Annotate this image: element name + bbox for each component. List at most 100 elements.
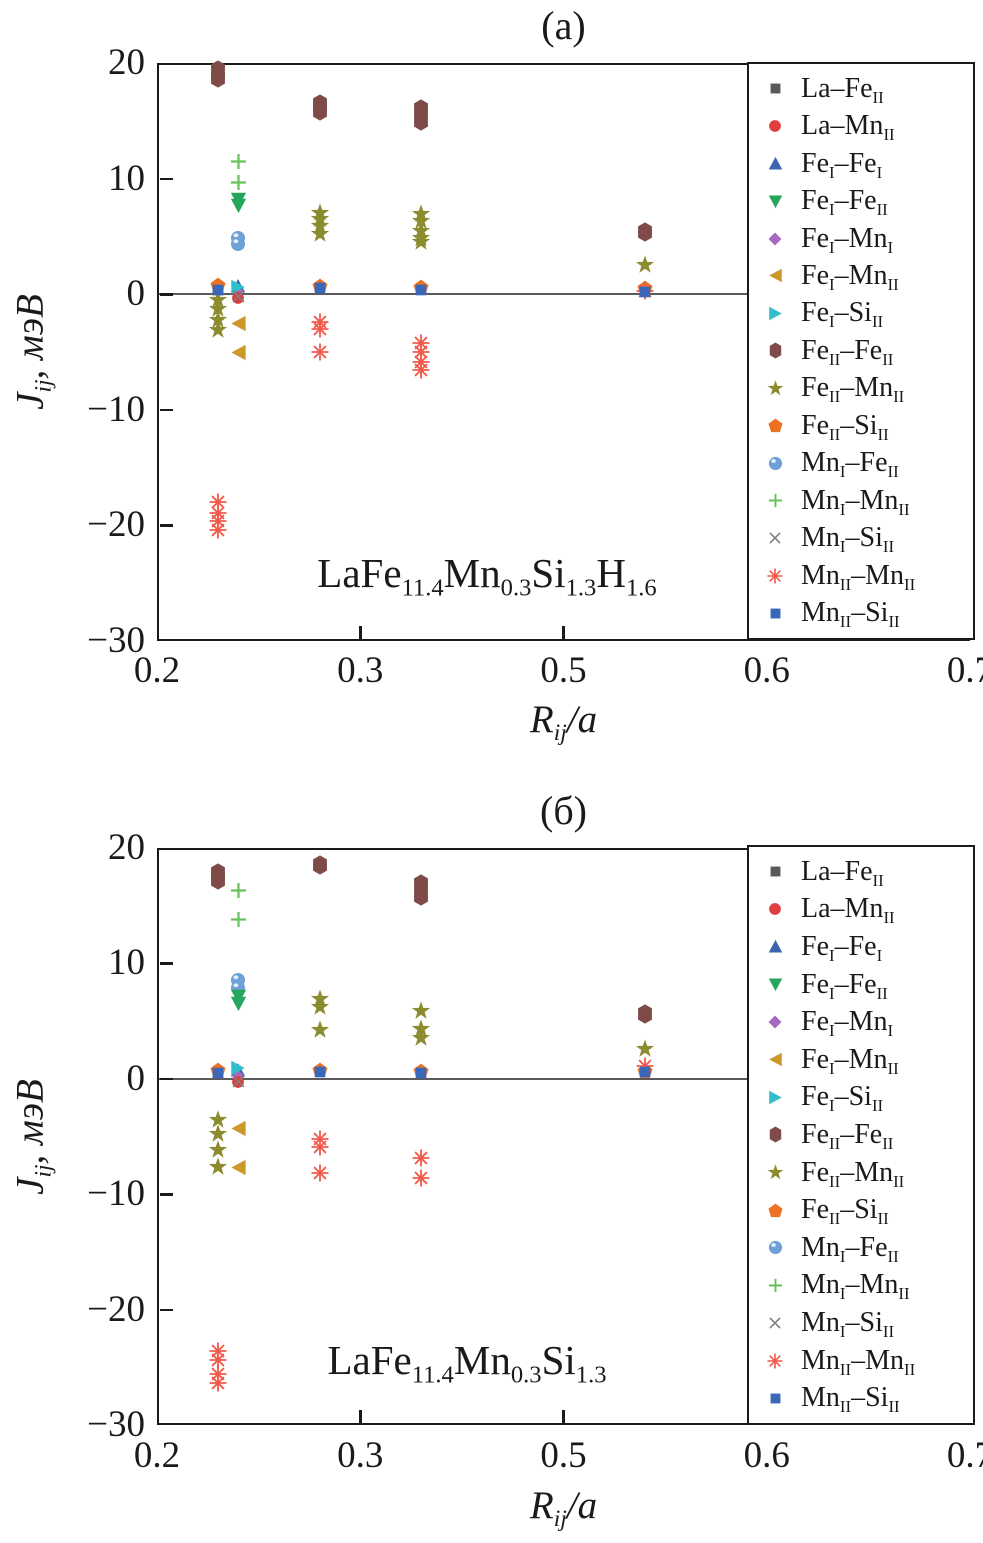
y-tick-label: −10: [87, 1173, 145, 1215]
point-FeII-MnII: [208, 310, 228, 335]
point-FeII-MnII: [208, 1156, 228, 1182]
legend-entry-MnI-SiII: MnI–SiII: [763, 1308, 973, 1340]
point-FeII-FeII: [413, 873, 429, 899]
FeII-FeII-legend-marker-icon: [763, 342, 787, 359]
legend-entry-FeII-FeII: FeII–FeII: [763, 336, 973, 368]
point-MnII-MnII: [311, 1164, 329, 1187]
legend-entry-MnI-FeII: MnI–FeII: [763, 449, 973, 480]
legend-label: La–FeII: [801, 72, 884, 107]
point-MnI-FeII: [230, 236, 246, 257]
y-axis-label-b: Jij, мэВ: [8, 1078, 57, 1195]
legend-label: FeI–MnII: [801, 1043, 899, 1078]
MnII-SiII-legend-marker-icon: [763, 607, 787, 620]
legend-entry-FeII-MnII: FeII–MnII: [763, 1158, 973, 1189]
panel-title-b: (б): [540, 788, 587, 833]
compound-label-a: LaFe11.4Mn0.3Si1.3H1.6: [317, 550, 657, 602]
legend-label: FeI–SiII: [801, 1081, 884, 1116]
legend-label: FeII–MnII: [801, 372, 905, 407]
legend-label: MnI–MnII: [801, 484, 910, 519]
MnI-FeII-legend-marker-icon: [763, 456, 787, 471]
x-tick-mark: [359, 1409, 362, 1423]
legend-entry-MnI-FeII: MnI–FeII: [763, 1231, 973, 1266]
point-FeII-FeII: [312, 855, 328, 880]
legend-label: MnII–SiII: [801, 597, 900, 631]
MnII-MnII-legend-marker-icon: [763, 1352, 787, 1369]
point-MnII-SiII: [211, 283, 225, 302]
MnII-SiII-legend-marker-icon: [763, 1392, 787, 1405]
x-tick-mark: [359, 625, 362, 639]
y-tick-mark: [159, 408, 173, 412]
point-FeII-MnII: [411, 211, 431, 236]
legend-entry-FeII-FeII: FeII–FeII: [763, 1118, 973, 1153]
point-FeII-FeII: [413, 110, 429, 136]
y-tick-mark: [159, 1077, 173, 1081]
legend-label: FeI–FeII: [801, 968, 888, 1003]
point-FeII-MnII: [411, 1028, 431, 1053]
y-tick-mark: [159, 1193, 173, 1196]
legend-entry-FeI-FeII: FeI–FeII: [763, 968, 973, 1003]
y-tick-label: 0: [126, 1057, 146, 1099]
x-tick-label: 0.7: [946, 1435, 983, 1476]
point-FeII-FeII: [637, 221, 653, 247]
legend-label: FeI–FeI: [801, 930, 883, 965]
La-MnII-legend-marker-icon: [763, 119, 787, 133]
point-MnII-MnII: [209, 493, 227, 516]
La-FeII-legend-marker-icon: [763, 82, 787, 95]
FeII-SiII-legend-marker-icon: [763, 1203, 787, 1218]
point-FeII-MnII: [208, 299, 228, 324]
point-MnI-MnII: [230, 174, 247, 196]
y-tick-label: −20: [87, 1288, 145, 1330]
legend-entry-FeII-SiII: FeII–SiII: [763, 1196, 973, 1227]
FeI-SiII-legend-marker-icon: [763, 1090, 787, 1105]
point-MnII-MnII: [636, 1057, 654, 1080]
legend-entry-FeII-MnII: FeII–MnII: [763, 372, 973, 407]
legend-entry-MnII-MnII: MnII–MnII: [763, 561, 973, 592]
point-MnII-MnII: [412, 1149, 430, 1172]
FeII-MnII-legend-marker-icon: [763, 380, 787, 397]
legend-entry-MnII-SiII: MnII–SiII: [763, 597, 973, 631]
x-tick-label: 0.2: [133, 1435, 181, 1476]
legend-box-b: La–FeII La–MnII FeI–FeI FeI–FeII FeI–MnI FeI–…: [747, 845, 975, 1425]
legend-entry-La-FeII: La–FeII: [763, 857, 973, 889]
FeI-FeII-legend-marker-icon: [763, 194, 787, 209]
legend-label: FeI–FeI: [801, 147, 883, 182]
y-tick-mark: [159, 293, 173, 296]
legend-label: FeI–MnII: [801, 259, 899, 294]
FeI-SiII-legend-marker-icon: [763, 306, 787, 321]
legend-entry-La-MnII: La–MnII: [763, 893, 973, 928]
y-tick-label: 20: [108, 42, 145, 83]
point-MnII-MnII: [311, 1138, 329, 1161]
point-MnI-MnII: [230, 153, 247, 175]
legend-label: MnII–SiII: [801, 1382, 900, 1416]
legend-entry-FeI-FeI: FeI–FeI: [763, 147, 973, 182]
legend-entry-La-FeII: La–FeII: [763, 72, 973, 107]
FeI-MnI-legend-marker-icon: [763, 232, 787, 246]
legend-label: FeI–MnI: [801, 1006, 894, 1041]
y-tick-mark: [159, 1308, 173, 1312]
legend-label: La–MnII: [801, 893, 895, 928]
MnI-FeII-legend-marker-icon: [763, 1240, 787, 1255]
legend-entry-FeI-FeI: FeI–FeI: [763, 930, 973, 965]
legend-label: FeII–FeII: [801, 1118, 894, 1153]
legend-label: FeI–MnI: [801, 222, 894, 257]
point-FeII-MnII: [635, 255, 655, 280]
point-MnII-MnII: [209, 1365, 227, 1388]
point-FeI-SiII: [230, 1060, 246, 1081]
point-MnII-SiII: [313, 281, 327, 300]
FeI-MnII-legend-marker-icon: [763, 268, 787, 283]
point-MnI-MnII: [230, 882, 247, 904]
FeI-FeI-legend-marker-icon: [763, 939, 787, 954]
legend-label: MnI–SiII: [801, 522, 895, 557]
point-FeII-MnII: [310, 224, 330, 249]
point-MnI-MnII: [230, 911, 247, 933]
MnI-MnII-legend-marker-icon: [763, 493, 787, 508]
legend-label: MnI–FeII: [801, 1231, 899, 1266]
legend-label: FeI–SiII: [801, 297, 884, 332]
point-FeII-MnII: [411, 232, 431, 257]
legend-label: La–MnII: [801, 110, 895, 145]
point-FeII-FeII: [413, 886, 429, 911]
point-MnII-MnII: [311, 343, 329, 366]
point-MnII-MnII: [412, 343, 430, 366]
y-tick-label: −30: [87, 1404, 145, 1445]
